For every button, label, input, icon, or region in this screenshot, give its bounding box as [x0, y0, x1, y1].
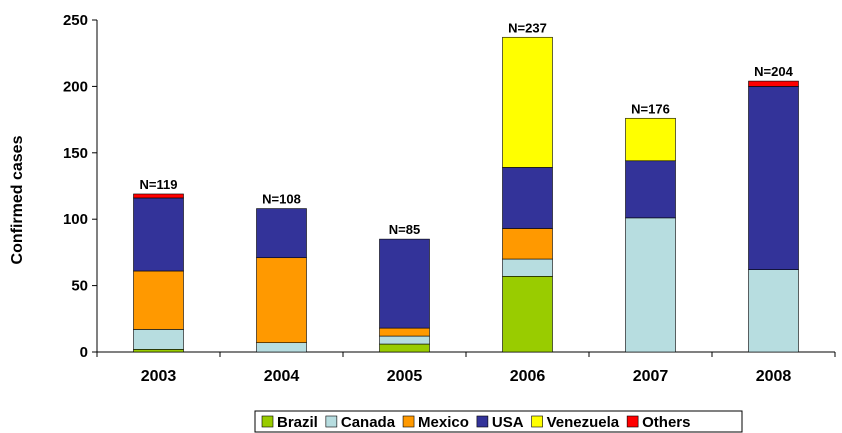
y-tick-label: 50: [71, 278, 88, 295]
data-labels: N=119 N=108 N=85 N=237 N=176 N=204: [140, 20, 794, 237]
y-axis: 0 50 100 150 200 250: [63, 12, 98, 361]
x-tick-label: 2005: [387, 368, 423, 385]
bar-segment-brazil-2006: [502, 276, 553, 353]
legend: Brazil Canada Mexico USA Venezuela Others: [254, 410, 743, 433]
y-axis-title: Confirmed cases: [9, 135, 26, 264]
legend-swatch-usa: [476, 415, 489, 428]
bar-segment-usa-2008: [748, 86, 799, 270]
bar-segment-others-2008: [748, 80, 799, 87]
legend-label-brazil: Brazil: [277, 414, 318, 431]
bar-segment-mexico-2006: [502, 228, 553, 260]
legend-box: [254, 410, 743, 433]
legend-swatch-canada: [325, 415, 338, 428]
bar-segment-usa-2006: [502, 167, 553, 229]
bar-total-label: N=108: [262, 192, 301, 207]
bar-segment-brazil-2005: [379, 343, 430, 353]
bar-segment-canada-2008: [748, 269, 799, 353]
bar-segment-mexico-2005: [379, 327, 430, 337]
legend-label-mexico: Mexico: [418, 414, 469, 431]
bar-segment-venezuela-2007: [625, 117, 676, 162]
x-tick-label: 2007: [633, 368, 669, 385]
bar-segment-venezuela-2006: [502, 36, 553, 168]
bars: [133, 36, 799, 353]
bar-total-label: N=204: [754, 64, 793, 79]
legend-label-canada: Canada: [341, 414, 396, 431]
legend-swatch-brazil: [261, 415, 274, 428]
bar-total-label: N=176: [631, 101, 670, 116]
y-tick-label: 100: [63, 211, 88, 228]
legend-label-venezuela: Venezuela: [547, 414, 620, 431]
legend-swatch-others: [626, 415, 639, 428]
bar-segment-brazil-2003: [133, 349, 184, 353]
bar-segment-mexico-2003: [133, 270, 184, 330]
bar-total-label: N=85: [389, 222, 420, 237]
legend-swatch-venezuela: [531, 415, 543, 428]
bar-total-label: N=119: [140, 177, 178, 192]
x-tick-label: 2008: [756, 368, 792, 385]
x-tick-label: 2003: [141, 368, 177, 385]
bar-segment-usa-2005: [379, 238, 430, 329]
bar-segment-canada-2007: [625, 217, 676, 353]
x-tick-label: 2006: [510, 368, 546, 385]
y-tick-label: 0: [80, 344, 88, 361]
y-tick-label: 200: [63, 78, 88, 95]
bar-segment-canada-2003: [133, 329, 184, 350]
x-tick-label: 2004: [264, 368, 300, 385]
bar-total-label: N=237: [508, 20, 547, 35]
legend-label-usa: USA: [492, 414, 524, 431]
y-tick-label: 150: [63, 145, 88, 162]
bar-segment-canada-2006: [502, 258, 553, 277]
bar-segment-usa-2003: [133, 197, 184, 272]
bar-segment-usa-2007: [625, 160, 676, 219]
bar-segment-others-2003: [133, 193, 184, 199]
bar-segment-canada-2004: [256, 342, 307, 353]
bar-segment-mexico-2004: [256, 257, 307, 344]
legend-swatch-mexico: [402, 415, 415, 428]
bar-segment-canada-2005: [379, 335, 430, 345]
legend-label-others: Others: [642, 414, 690, 431]
x-axis: 2003 2004 2005 2006 2007 2008: [96, 351, 836, 385]
y-tick-label: 250: [63, 12, 88, 29]
bar-segment-usa-2004: [256, 208, 307, 259]
